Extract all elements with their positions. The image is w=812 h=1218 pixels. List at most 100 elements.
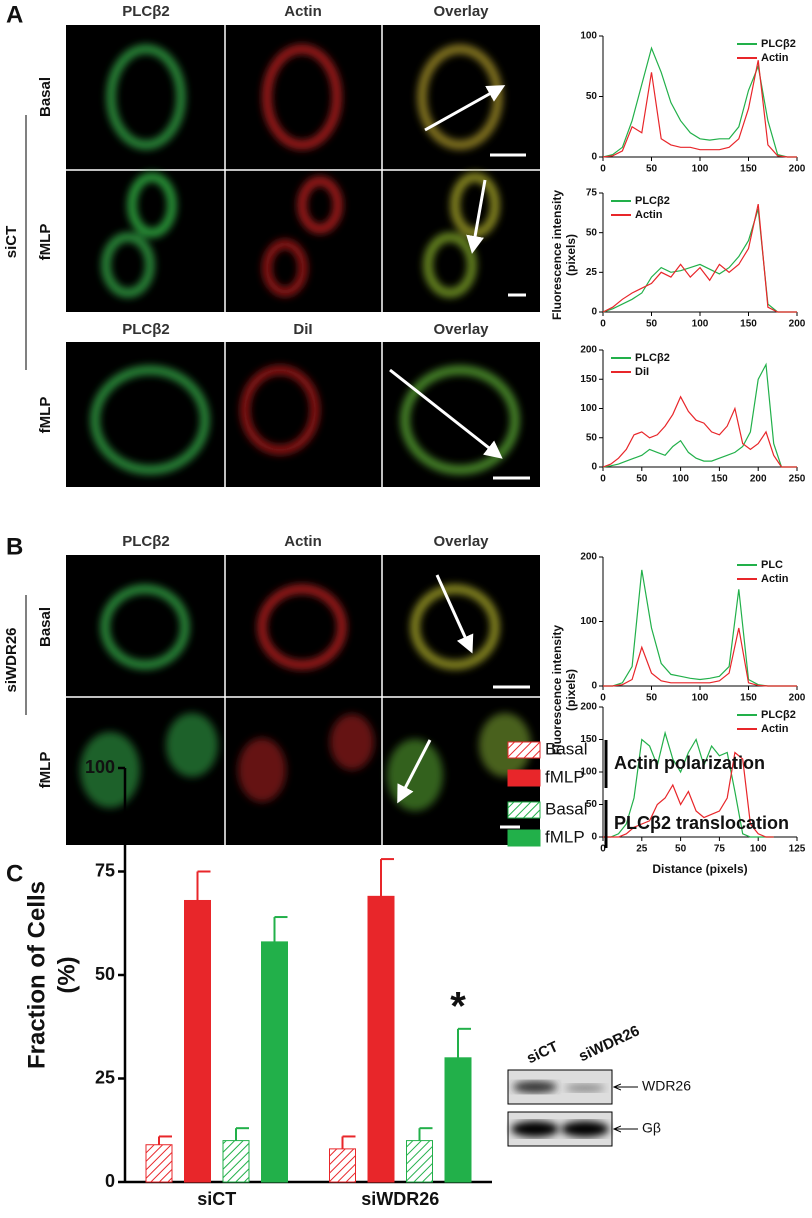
- x-tick-label: 0: [600, 693, 606, 704]
- x-tick-label: 0: [600, 319, 606, 330]
- x-tick-label: 150: [740, 319, 757, 330]
- x-tick-label: 250: [789, 474, 806, 485]
- x-tick-label: 25: [636, 844, 648, 855]
- y-tick-label: 50: [95, 964, 115, 984]
- x-tick-label: siCT: [197, 1189, 236, 1209]
- y-axis-label: (pixels): [564, 669, 578, 711]
- x-tick-label: 150: [740, 164, 757, 175]
- x-tick-label: 150: [740, 693, 757, 704]
- column-header: Overlay: [433, 321, 489, 338]
- y-tick-label: 50: [586, 91, 598, 102]
- line-series: [603, 730, 774, 838]
- lane-label: siWDR26: [576, 1022, 642, 1065]
- y-tick-label: 0: [105, 1171, 115, 1191]
- y-axis-label: (%): [53, 956, 80, 993]
- y-tick-label: 50: [586, 799, 598, 810]
- line-series: [602, 208, 797, 313]
- x-tick-label: 200: [789, 319, 806, 330]
- legend-label: Basal: [545, 799, 588, 818]
- x-tick-label: 100: [692, 693, 709, 704]
- legend-label: PLCβ2: [635, 352, 670, 364]
- legend-group: PLCβ2 translocation: [614, 813, 789, 833]
- line-series: [603, 751, 774, 838]
- y-axis-label: Fluorescence intensity: [550, 625, 564, 755]
- x-tick-label: 50: [675, 844, 687, 855]
- column-header: Actin: [284, 533, 322, 550]
- line-series: [603, 627, 797, 687]
- x-tick-label: 100: [692, 319, 709, 330]
- blot: [507, 1069, 638, 1147]
- y-tick-label: 75: [586, 188, 598, 199]
- legend-label: fMLP: [545, 827, 585, 846]
- bar: [444, 1057, 472, 1183]
- band-label: WDR26: [642, 1078, 691, 1094]
- x-tick-label: 0: [600, 474, 606, 485]
- legend-group: Actin polarization: [614, 753, 765, 773]
- y-tick-label: 150: [580, 374, 597, 385]
- y-axis-label: Fluorescence intensity: [550, 190, 564, 320]
- legend-label: Actin: [635, 209, 663, 221]
- legend-swatch: [507, 769, 541, 787]
- x-tick-label: 50: [646, 693, 658, 704]
- line-series: [602, 46, 797, 158]
- micrographs: [66, 25, 540, 845]
- y-tick-label: 200: [580, 552, 597, 563]
- row-label: Basal: [37, 607, 54, 647]
- line-series: [602, 203, 797, 313]
- legend-label: PLCβ2: [635, 195, 670, 207]
- x-tick-label: 200: [750, 474, 767, 485]
- line-series: [603, 569, 797, 687]
- bar: [261, 941, 288, 1183]
- legend-label: Actin: [761, 52, 789, 64]
- y-tick-label: 200: [580, 345, 597, 356]
- x-tick-label: 50: [636, 474, 648, 485]
- row-label: fMLP: [37, 224, 54, 261]
- legend-label: PLC: [761, 559, 783, 571]
- column-header: PLCβ2: [122, 3, 170, 20]
- column-header: Actin: [284, 3, 322, 20]
- row-label: Basal: [37, 77, 54, 117]
- group-label: siWDR26: [3, 627, 20, 692]
- legend-label: PLCβ2: [761, 38, 796, 50]
- y-tick-label: 100: [85, 757, 115, 777]
- x-tick-label: 0: [600, 844, 606, 855]
- y-tick-label: 100: [580, 616, 597, 627]
- y-tick-label: 25: [95, 1067, 115, 1087]
- legend-label: DiI: [635, 366, 649, 378]
- panel-label: A: [6, 1, 23, 28]
- legend-label: Actin: [761, 573, 789, 585]
- x-tick-label: 50: [646, 164, 658, 175]
- y-tick-label: 100: [580, 403, 597, 414]
- x-tick-label: 100: [672, 474, 689, 485]
- annotation: *: [450, 984, 466, 1028]
- legend-label: Actin: [761, 723, 789, 735]
- y-tick-label: 50: [586, 227, 598, 238]
- x-tick-label: 50: [646, 319, 658, 330]
- y-tick-label: 0: [591, 152, 597, 163]
- column-header: PLCβ2: [122, 321, 170, 338]
- column-header: Overlay: [433, 533, 489, 550]
- legend-swatch: [507, 741, 541, 759]
- y-tick-label: 50: [586, 432, 598, 443]
- legend-label: Basal: [545, 739, 588, 758]
- bar: [367, 895, 395, 1183]
- bar: [145, 1144, 173, 1183]
- x-tick-label: 100: [692, 164, 709, 175]
- y-tick-label: 25: [586, 267, 598, 278]
- x-tick-label: 150: [711, 474, 728, 485]
- legend-swatch: [507, 801, 541, 819]
- x-tick-label: siWDR26: [361, 1189, 439, 1209]
- legend-label: PLCβ2: [761, 709, 796, 721]
- bar: [406, 1140, 433, 1183]
- bar: [184, 899, 211, 1183]
- line-series: [602, 362, 797, 468]
- x-tick-label: 200: [789, 693, 806, 704]
- y-tick-label: 100: [580, 767, 597, 778]
- lane-label: siCT: [524, 1038, 561, 1067]
- y-tick-label: 100: [580, 31, 597, 42]
- x-tick-label: 200: [789, 164, 806, 175]
- legend-label: fMLP: [545, 767, 585, 786]
- band-label: Gβ: [642, 1120, 661, 1136]
- legend-swatch: [507, 829, 541, 847]
